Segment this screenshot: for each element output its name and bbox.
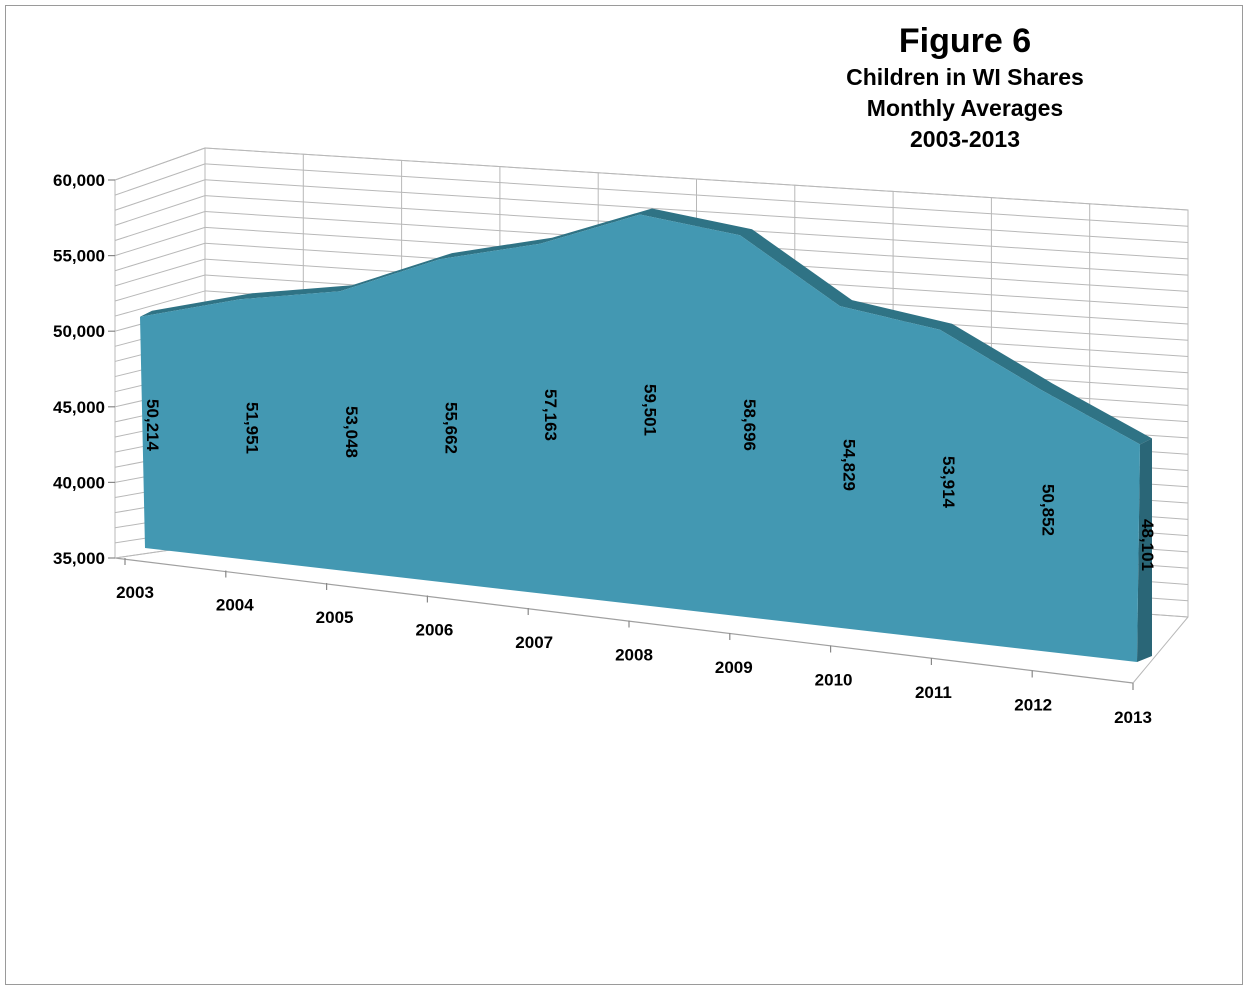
chart-subtitle-line-3: 2003-2013 [910, 126, 1020, 152]
data-label: 48,101 [1138, 519, 1157, 571]
y-tick-label: 60,000 [53, 171, 105, 190]
side-gridline [114, 195, 206, 226]
side-gridline [114, 163, 206, 196]
area-series [140, 208, 1152, 663]
x-tick-label: 2008 [615, 646, 653, 665]
side-gridline [114, 147, 206, 181]
x-tick-label: 2010 [815, 671, 853, 690]
x-tick-label: 2009 [715, 658, 753, 677]
x-tick-label: 2005 [316, 608, 354, 627]
y-axis-ticks: 35,000 40,000 45,000 50,000 55,000 60,000 [53, 171, 115, 568]
side-gridline [114, 290, 206, 317]
y-tick-label: 45,000 [53, 398, 105, 417]
data-label: 55,662 [442, 402, 461, 454]
floor-front-edge [114, 557, 1134, 684]
data-label: 58,696 [740, 399, 759, 451]
x-tick-label: 2007 [515, 633, 553, 652]
x-tick-label: 2006 [415, 621, 453, 640]
chart-title: Figure 6 [898, 22, 1032, 60]
data-label: 50,214 [143, 399, 162, 452]
title-block: Figure 6 Children in WI Shares Monthly A… [805, 20, 1125, 155]
data-label: 57,163 [541, 389, 560, 441]
chart-subtitle-line-1: Children in WI Shares [846, 64, 1084, 90]
area-front-face [140, 214, 1140, 663]
chart-subtitle-line-2: Monthly Averages [866, 95, 1064, 121]
data-label: 51,951 [243, 402, 262, 454]
side-gridline [114, 242, 206, 272]
x-tick-label: 2012 [1014, 696, 1052, 715]
data-label: 53,914 [939, 456, 958, 509]
y-tick-label: 50,000 [53, 322, 105, 341]
data-label: 59,501 [641, 384, 660, 436]
x-tick-label: 2003 [116, 583, 154, 602]
data-label: 54,829 [840, 439, 859, 491]
x-tick-label: 2004 [216, 596, 254, 615]
x-tick-label: 2011 [915, 683, 952, 702]
area-right-face [1137, 438, 1152, 662]
x-axis-ticks: 2003 2004 2005 2006 2007 2008 2009 2010 2011 2012… [116, 583, 1152, 727]
floor-ticks [124, 558, 1134, 690]
y-tick-label: 55,000 [53, 247, 105, 266]
data-label: 53,048 [342, 406, 361, 458]
area-top-ribbon [140, 208, 1152, 445]
floor-right-edge [1132, 616, 1189, 684]
y-tick-label: 40,000 [53, 473, 105, 492]
y-tick-label: 35,000 [53, 549, 105, 568]
data-labels: 50,214 51,951 53,048 55,662 57,163 59,501 58,6… [143, 384, 1157, 571]
side-gridline [114, 274, 206, 302]
side-gridline [114, 226, 206, 257]
side-gridline [114, 258, 206, 287]
data-label: 50,852 [1039, 484, 1058, 536]
side-gridline [114, 211, 206, 241]
x-tick-label: 2013 [1114, 708, 1152, 727]
side-gridline [114, 179, 206, 211]
